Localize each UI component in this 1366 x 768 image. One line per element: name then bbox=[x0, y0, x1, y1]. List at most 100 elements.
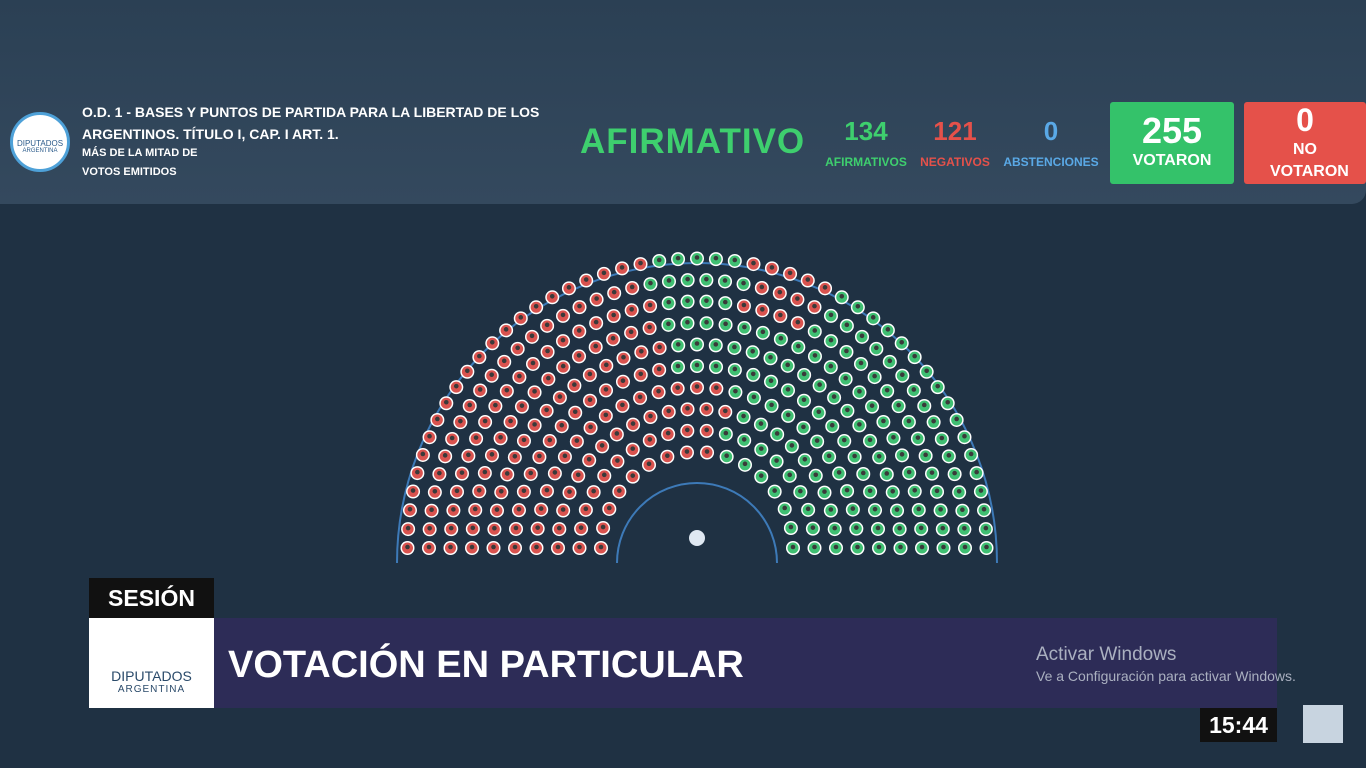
seat-icon bbox=[978, 488, 984, 493]
seat-icon bbox=[812, 353, 818, 358]
seat-icon bbox=[675, 342, 681, 347]
seat-icon bbox=[960, 507, 965, 513]
seat-icon bbox=[694, 255, 700, 260]
seat-icon bbox=[876, 453, 882, 459]
seat-icon bbox=[544, 407, 549, 413]
seat-icon bbox=[494, 507, 500, 512]
seat-icon bbox=[467, 402, 473, 408]
seat-icon bbox=[875, 525, 881, 531]
seat-icon bbox=[544, 322, 550, 328]
seat-icon bbox=[694, 362, 700, 368]
seat-icon bbox=[741, 413, 746, 419]
seat-icon bbox=[962, 433, 967, 439]
seat-icon bbox=[732, 257, 738, 263]
title-line: ARGENTINOS. TÍTULO I, CAP. I ART. 1. bbox=[82, 126, 339, 142]
seat-icon bbox=[704, 298, 709, 303]
seat-icon bbox=[560, 337, 566, 343]
seat-icon bbox=[867, 437, 873, 443]
seat-icon bbox=[843, 375, 848, 381]
seat-icon bbox=[733, 388, 738, 394]
seat-icon bbox=[454, 488, 460, 494]
seat-icon bbox=[617, 488, 622, 493]
seat-icon bbox=[620, 402, 625, 408]
seat-icon bbox=[940, 525, 946, 531]
seat-icon bbox=[813, 472, 819, 478]
seat-icon bbox=[637, 394, 643, 400]
seat-icon bbox=[685, 276, 690, 282]
seat-icon bbox=[513, 525, 519, 531]
arc bbox=[396, 262, 998, 564]
seat-icon bbox=[546, 375, 551, 381]
seat-icon bbox=[504, 387, 510, 393]
seat-icon bbox=[931, 418, 936, 424]
count-value: 0 bbox=[1043, 116, 1059, 146]
seat-icon bbox=[751, 260, 756, 266]
seat-icon bbox=[533, 303, 539, 309]
seat-icon bbox=[790, 544, 796, 550]
seat-icon bbox=[619, 265, 625, 270]
seat-icon bbox=[529, 333, 535, 339]
seat-icon bbox=[665, 453, 670, 458]
seat-icon bbox=[923, 452, 928, 458]
not-voted-box: 0 NO VOTARON bbox=[1244, 102, 1366, 184]
count-negativos: 121 NEGATIVOS bbox=[912, 116, 998, 169]
seat-icon bbox=[822, 285, 828, 290]
corner-logo bbox=[1303, 705, 1343, 743]
seat-icon bbox=[769, 265, 775, 270]
header: DIPUTADOS ARGENTINA O.D. 1 - BASES Y PUN… bbox=[0, 0, 1366, 204]
seat-icon bbox=[916, 506, 922, 512]
seat-icon bbox=[897, 525, 902, 531]
seat-icon bbox=[560, 312, 566, 318]
seat-icon bbox=[432, 488, 438, 494]
seat-icon bbox=[855, 544, 860, 550]
seat-icon bbox=[787, 472, 793, 478]
seat-icon bbox=[593, 343, 599, 349]
seat-icon bbox=[603, 387, 609, 392]
seat-icon bbox=[891, 434, 896, 440]
seat-icon bbox=[588, 424, 593, 430]
seat-icon bbox=[750, 371, 756, 377]
seat-icon bbox=[741, 280, 746, 286]
seat-icon bbox=[666, 278, 672, 283]
not-voted-label: NO VOTARON bbox=[1270, 141, 1349, 180]
seat-icon bbox=[666, 321, 671, 327]
subtitle: MÁS DE LA MITAD DE bbox=[82, 147, 198, 159]
seat-icon bbox=[760, 307, 765, 312]
seat-icon bbox=[787, 270, 793, 276]
seat-icon bbox=[850, 506, 856, 511]
seat-icon bbox=[778, 335, 784, 341]
seat-icon bbox=[911, 387, 917, 392]
seat-icon bbox=[684, 427, 690, 433]
seat-icon bbox=[657, 344, 662, 350]
seat-icon bbox=[599, 443, 605, 448]
seat-icon bbox=[704, 406, 709, 411]
seat-icon bbox=[685, 406, 690, 411]
seat-icon bbox=[405, 544, 410, 550]
seat-icon bbox=[939, 435, 945, 441]
seat-icon bbox=[844, 487, 850, 493]
seat-icon bbox=[795, 296, 800, 301]
seat-icon bbox=[458, 418, 463, 424]
seat-icon bbox=[722, 278, 728, 283]
seat-icon bbox=[968, 451, 974, 457]
seat-icon bbox=[857, 389, 862, 394]
seat-icon bbox=[638, 371, 644, 377]
lower-logo: DIPUTADOS ARGENTINA bbox=[89, 618, 214, 708]
seat-icon bbox=[407, 506, 413, 512]
seat-icon bbox=[538, 506, 544, 511]
seat-icon bbox=[836, 470, 842, 475]
seat-icon bbox=[545, 348, 550, 354]
seat-icon bbox=[567, 489, 572, 494]
lower-title: VOTACIÓN EN PARTICULAR bbox=[228, 644, 744, 686]
seat-icon bbox=[477, 353, 482, 359]
count-afirmativos: 134 AFIRMATIVOS bbox=[820, 116, 912, 169]
seat-icon bbox=[489, 452, 495, 457]
seat-icon bbox=[814, 438, 820, 443]
seat-icon bbox=[789, 443, 795, 448]
count-label: NEGATIVOS bbox=[920, 155, 990, 169]
seat-icon bbox=[521, 437, 527, 443]
seat-icon bbox=[493, 402, 498, 408]
seat-icon bbox=[656, 366, 662, 372]
seat-icon bbox=[788, 524, 794, 530]
seat-icon bbox=[448, 544, 453, 550]
